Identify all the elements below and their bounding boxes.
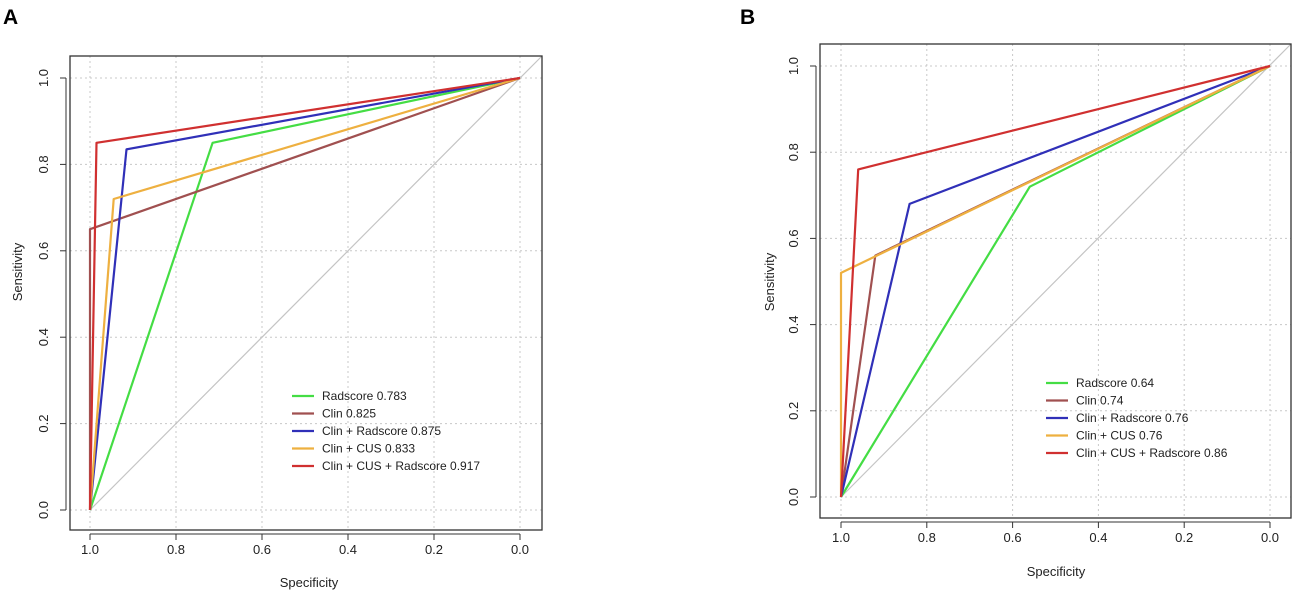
legend-label: Clin 0.74 <box>1076 394 1124 408</box>
x-tick-label: 0.0 <box>1261 530 1279 545</box>
y-tick-label: 1.0 <box>786 57 801 75</box>
legend-label: Clin 0.825 <box>322 407 376 421</box>
roc-curve-radscore <box>88 76 521 511</box>
roc-curve-radscore <box>840 65 1271 498</box>
panel-a: A 1.0 0.8 0.6 0.4 0.2 0.0 0.00.20.40.60.81.0 … <box>3 6 543 590</box>
roc-curve-clin-radscore <box>839 64 1271 498</box>
panel-a-x-axis-title: Specificity <box>280 575 339 590</box>
panel-b-x-axis-title: Specificity <box>1027 564 1086 579</box>
panel-b-plot-frame <box>819 43 1292 519</box>
panel-a-plot-frame <box>69 55 543 531</box>
legend-label: Clin + CUS + Radscore 0.86 <box>1076 446 1228 460</box>
panel-b-grid <box>820 44 1291 518</box>
y-tick-label: 0.6 <box>786 229 801 247</box>
panel-a-reference-diagonal <box>89 55 543 511</box>
x-tick-label: 1.0 <box>832 530 850 545</box>
y-tick-label: 0.4 <box>786 316 801 334</box>
panel-a-x-axis: 1.0 0.8 0.6 0.4 0.2 0.0 <box>81 533 529 557</box>
y-tick-label: 0.2 <box>36 415 51 433</box>
x-tick-label: 1.0 <box>81 542 99 557</box>
panel-b-x-axis: 1.0 0.8 0.6 0.4 0.2 0.0 <box>832 521 1279 545</box>
roc-curve-clin <box>88 76 521 510</box>
y-tick-label: 0.8 <box>786 143 801 161</box>
panel-b-series <box>839 64 1271 498</box>
panel-b-y-axis-title: Sensitivity <box>762 252 777 311</box>
y-tick-label: 1.0 <box>36 69 51 87</box>
panel-a-letter: A <box>3 6 18 29</box>
roc-curve-clin-cus-radscore <box>88 76 521 511</box>
panel-b-y-axis: 0.0 0.2 0.4 0.6 0.8 1.0 <box>786 57 817 506</box>
legend-label: Clin + Radscore 0.76 <box>1076 411 1189 425</box>
x-tick-label: 0.8 <box>167 542 185 557</box>
panel-a-grid <box>70 56 542 530</box>
y-tick-label: 0.4 <box>36 328 51 346</box>
y-tick-label: 0.0 <box>36 501 51 519</box>
panel-a-legend: Radscore 0.783 Clin 0.825 Clin + Radscore … <box>292 389 480 473</box>
y-tick-label: 0.2 <box>786 402 801 420</box>
x-tick-label: 0.6 <box>1004 530 1022 545</box>
x-tick-label: 0.4 <box>339 542 357 557</box>
legend-label: Radscore 0.783 <box>322 389 407 403</box>
y-tick-label: 0.8 <box>36 155 51 173</box>
panel-a-y-axis: 0.0 0.2 0.4 0.6 0.8 1.0 <box>36 69 67 519</box>
legend-label: Clin + CUS 0.76 <box>1076 429 1163 443</box>
x-tick-label: 0.0 <box>511 542 529 557</box>
x-tick-label: 0.6 <box>253 542 271 557</box>
x-tick-label: 0.2 <box>1175 530 1193 545</box>
legend-label: Clin + Radscore 0.875 <box>322 424 441 438</box>
panel-a-y-axis-title: Sensitivity <box>10 242 25 301</box>
legend-label: Radscore 0.64 <box>1076 376 1154 390</box>
panel-b-reference-diagonal <box>840 43 1292 498</box>
y-tick-label: 0.0 <box>786 488 801 506</box>
x-tick-label: 0.4 <box>1089 530 1107 545</box>
panel-b-legend: Radscore 0.64 Clin 0.74 Clin + Radscore 0.… <box>1046 376 1228 460</box>
panel-a-series <box>88 76 521 511</box>
roc-curve-clin-cus <box>88 76 521 511</box>
legend-label: Clin + CUS 0.833 <box>322 442 415 456</box>
y-tick-label: 0.6 <box>36 242 51 260</box>
legend-label: Clin + CUS + Radscore 0.917 <box>322 459 480 473</box>
x-tick-label: 0.8 <box>918 530 936 545</box>
panel-b-letter: B <box>740 6 755 29</box>
roc-curve-clin-cus <box>839 65 1271 497</box>
x-tick-label: 0.2 <box>425 542 443 557</box>
panel-b: B 1.0 0.8 0.6 0.4 0.2 0.0 0.00.20.40.60.81.0 … <box>740 6 1292 579</box>
roc-curve-clin-cus-radscore <box>839 64 1271 498</box>
roc-curve-clin-radscore <box>88 76 521 511</box>
